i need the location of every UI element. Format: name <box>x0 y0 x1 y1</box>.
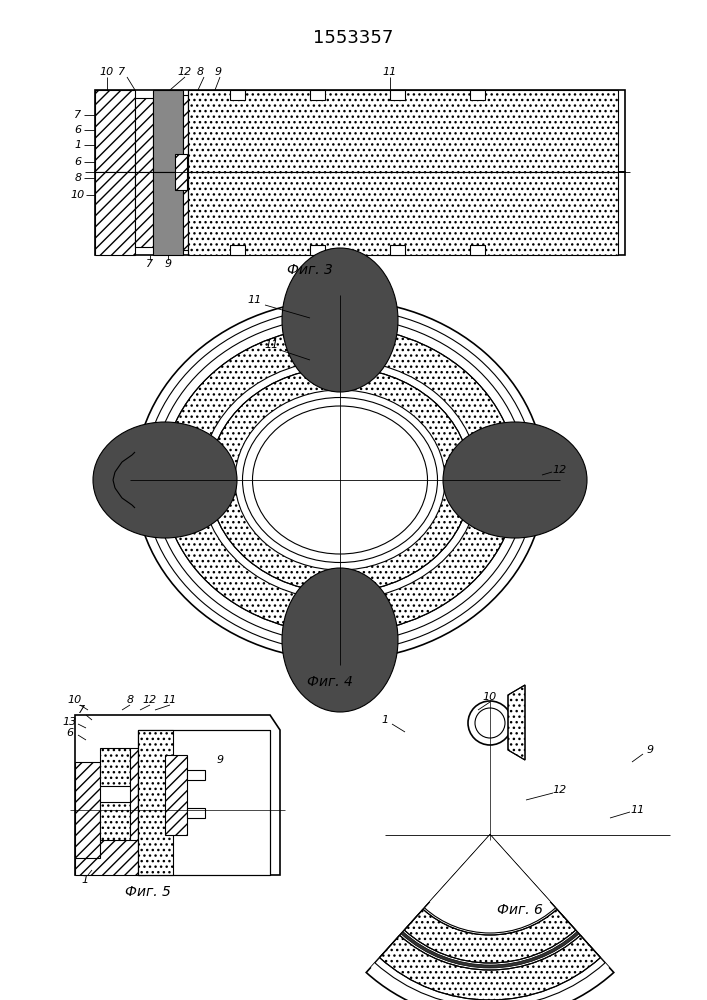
Wedge shape <box>404 909 575 963</box>
Polygon shape <box>508 685 525 760</box>
Text: 1: 1 <box>74 140 81 150</box>
Bar <box>230 245 245 255</box>
Text: 11: 11 <box>248 295 262 305</box>
Bar <box>138 730 173 875</box>
Text: 12: 12 <box>553 785 567 795</box>
Wedge shape <box>430 835 550 925</box>
Ellipse shape <box>252 406 428 554</box>
Text: 12: 12 <box>178 67 192 77</box>
Ellipse shape <box>282 568 398 712</box>
Text: 9: 9 <box>165 259 172 269</box>
Bar <box>75 762 100 858</box>
Bar <box>470 90 485 100</box>
Bar <box>188 90 618 172</box>
Bar <box>153 172 183 255</box>
Wedge shape <box>366 835 614 1000</box>
Text: 11: 11 <box>383 67 397 77</box>
Text: 7: 7 <box>146 259 153 269</box>
Bar <box>187 770 205 780</box>
Bar <box>165 755 187 835</box>
Text: Фиг. 4: Фиг. 4 <box>307 675 353 689</box>
Text: 11: 11 <box>265 340 279 350</box>
Ellipse shape <box>235 390 445 570</box>
Text: 10: 10 <box>100 67 114 77</box>
Text: 11: 11 <box>163 695 177 705</box>
Ellipse shape <box>235 390 445 570</box>
Bar <box>230 90 245 100</box>
Circle shape <box>468 701 512 745</box>
Text: 8: 8 <box>197 67 204 77</box>
Text: 1553357: 1553357 <box>312 29 393 47</box>
Text: 11: 11 <box>631 805 645 815</box>
Ellipse shape <box>144 308 536 652</box>
Bar <box>135 172 153 247</box>
Text: Фиг. 3: Фиг. 3 <box>287 263 333 277</box>
Wedge shape <box>401 932 579 968</box>
Text: 1: 1 <box>81 875 88 885</box>
Bar <box>390 90 405 100</box>
Text: 6: 6 <box>74 157 81 167</box>
Bar <box>310 90 325 100</box>
Ellipse shape <box>93 422 237 538</box>
Bar <box>183 172 188 250</box>
Bar <box>188 172 618 255</box>
Bar <box>95 172 625 255</box>
Ellipse shape <box>135 300 545 660</box>
Ellipse shape <box>243 397 438 562</box>
Text: 10: 10 <box>483 692 497 702</box>
Bar <box>175 154 187 190</box>
Ellipse shape <box>153 317 527 643</box>
Ellipse shape <box>443 422 587 538</box>
Text: 9: 9 <box>646 745 653 755</box>
Ellipse shape <box>282 248 398 392</box>
Text: 6: 6 <box>74 125 81 135</box>
Wedge shape <box>371 835 609 1000</box>
Bar <box>95 172 135 255</box>
Bar <box>153 90 183 172</box>
Bar <box>470 245 485 255</box>
Text: 9: 9 <box>216 755 223 765</box>
Bar <box>390 245 405 255</box>
Text: 6: 6 <box>66 728 74 738</box>
Text: 7: 7 <box>119 67 126 77</box>
Text: 13: 13 <box>63 717 77 727</box>
Ellipse shape <box>209 367 471 592</box>
Bar <box>310 245 325 255</box>
Text: Фиг. 5: Фиг. 5 <box>125 885 171 899</box>
Bar <box>187 808 205 818</box>
Bar <box>100 748 130 786</box>
Polygon shape <box>75 715 280 875</box>
Text: 12: 12 <box>553 465 567 475</box>
Text: 1: 1 <box>382 715 389 725</box>
Text: 9: 9 <box>214 67 221 77</box>
Wedge shape <box>375 835 605 1000</box>
Bar <box>183 95 188 172</box>
Text: 10: 10 <box>71 190 85 200</box>
Bar <box>138 730 270 875</box>
Bar <box>95 90 625 172</box>
Circle shape <box>475 708 505 738</box>
Text: 8: 8 <box>127 695 134 705</box>
Bar <box>95 90 135 172</box>
Bar <box>138 730 270 875</box>
Text: 12: 12 <box>143 695 157 705</box>
Text: 8: 8 <box>74 173 81 183</box>
Text: 7: 7 <box>74 110 81 120</box>
Ellipse shape <box>163 326 518 634</box>
Bar <box>100 802 130 840</box>
Bar <box>130 748 138 840</box>
Bar <box>135 98 153 172</box>
Ellipse shape <box>201 360 479 600</box>
Ellipse shape <box>201 360 479 600</box>
Text: 7: 7 <box>78 705 86 715</box>
Text: Фиг. 6: Фиг. 6 <box>497 903 543 917</box>
Bar <box>75 828 145 875</box>
Wedge shape <box>424 835 556 933</box>
Text: 10: 10 <box>68 695 82 705</box>
Wedge shape <box>380 935 600 1000</box>
